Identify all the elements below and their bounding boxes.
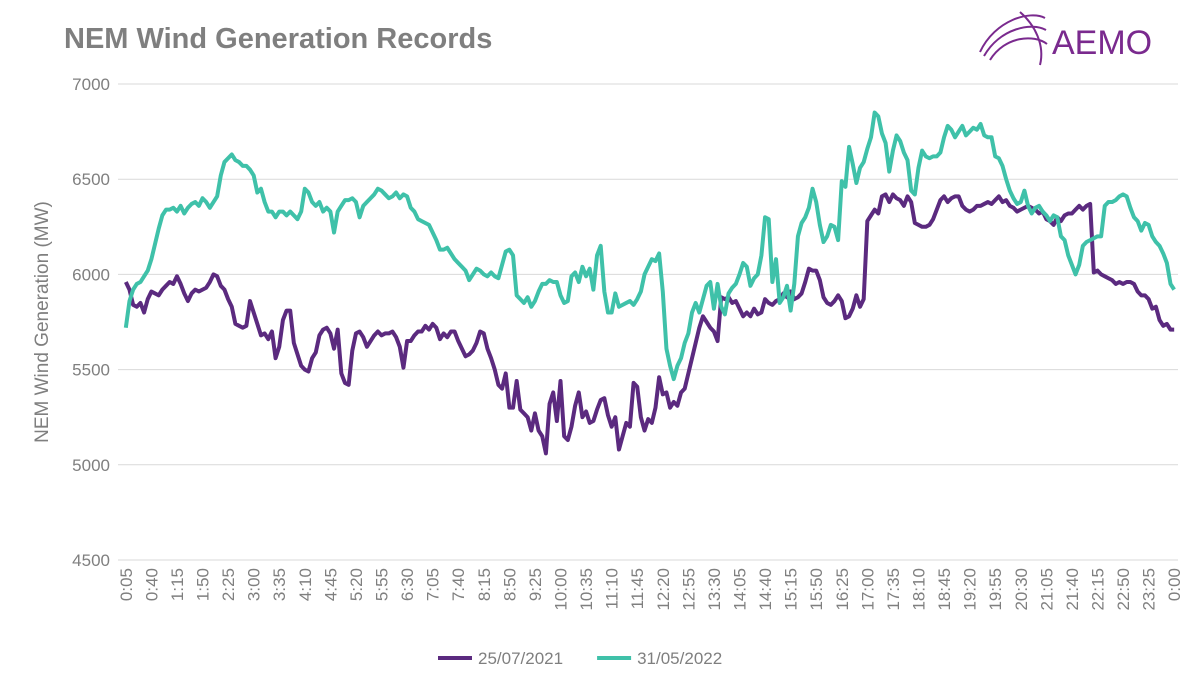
y-tick-label: 5000: [72, 456, 110, 475]
x-tick-label: 13:30: [705, 568, 724, 611]
x-tick-label: 1:15: [168, 568, 187, 601]
x-tick-label: 7:40: [449, 568, 468, 601]
chart-title: NEM Wind Generation Records: [64, 23, 492, 55]
x-tick-label: 4:10: [296, 568, 315, 601]
x-tick-label: 0:05: [117, 568, 136, 601]
x-tick-label: 0:00: [1165, 568, 1184, 601]
y-tick-label: 5500: [72, 361, 110, 380]
logo-icon: [979, 11, 1048, 66]
x-tick-label: 21:40: [1063, 568, 1082, 611]
x-tick-label: 6:30: [398, 568, 417, 601]
x-tick-label: 7:05: [424, 568, 443, 601]
y-tick-label: 6500: [72, 170, 110, 189]
x-tick-label: 15:50: [807, 568, 826, 611]
x-tick-label: 15:15: [782, 568, 801, 611]
x-tick-label: 9:25: [526, 568, 545, 601]
x-tick-label: 14:40: [756, 568, 775, 611]
x-tick-label: 17:00: [858, 568, 877, 611]
x-tick-label: 14:05: [730, 568, 749, 611]
x-tick-label: 11:45: [628, 568, 647, 609]
x-tick-label: 5:20: [347, 568, 366, 601]
x-tick-label: 12:20: [654, 568, 673, 611]
x-tick-label: 19:20: [961, 568, 980, 611]
y-tick-label: 4500: [72, 551, 110, 570]
x-tick-label: 19:55: [986, 568, 1005, 611]
y-tick-label: 6000: [72, 265, 110, 284]
x-tick-label: 11:10: [603, 568, 622, 609]
x-tick-label: 18:10: [909, 568, 928, 611]
y-axis-label: NEM Wind Generation (MW): [32, 201, 53, 443]
x-tick-label: 20:30: [1012, 568, 1031, 611]
x-tick-label: 5:55: [373, 568, 392, 601]
legend-label: 25/07/2021: [478, 649, 563, 668]
x-tick-label: 23:25: [1140, 568, 1159, 611]
x-tick-label: 10:35: [577, 568, 596, 611]
x-tick-label: 12:55: [679, 568, 698, 611]
x-tick-label: 21:05: [1037, 568, 1056, 611]
x-tick-label: 0:40: [142, 568, 161, 601]
x-tick-label: 22:50: [1114, 568, 1133, 611]
x-tick-label: 10:00: [552, 568, 571, 611]
x-tick-label: 18:45: [935, 568, 954, 611]
y-tick-label: 7000: [72, 75, 110, 94]
x-tick-label: 8:15: [475, 568, 494, 601]
x-tick-label: 8:50: [500, 568, 519, 601]
x-tick-label: 17:35: [884, 568, 903, 611]
x-tick-label: 1:50: [194, 568, 213, 601]
x-tick-label: 3:35: [270, 568, 289, 601]
x-tick-label: 22:15: [1088, 568, 1107, 611]
x-tick-label: 3:00: [245, 568, 264, 601]
x-tick-label: 16:25: [833, 568, 852, 611]
data-line: [123, 110, 1176, 382]
data-line: [124, 192, 1175, 456]
logo-text: AEMO: [1052, 24, 1152, 62]
x-tick-label: 2:25: [219, 568, 238, 601]
legend-label: 31/05/2022: [637, 649, 722, 668]
x-tick-label: 4:45: [321, 568, 340, 601]
